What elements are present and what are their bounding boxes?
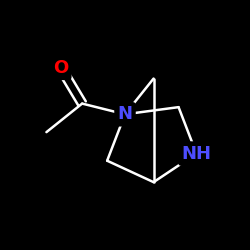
Text: NH: NH (182, 144, 212, 162)
Text: N: N (118, 105, 132, 123)
Text: O: O (53, 59, 68, 77)
